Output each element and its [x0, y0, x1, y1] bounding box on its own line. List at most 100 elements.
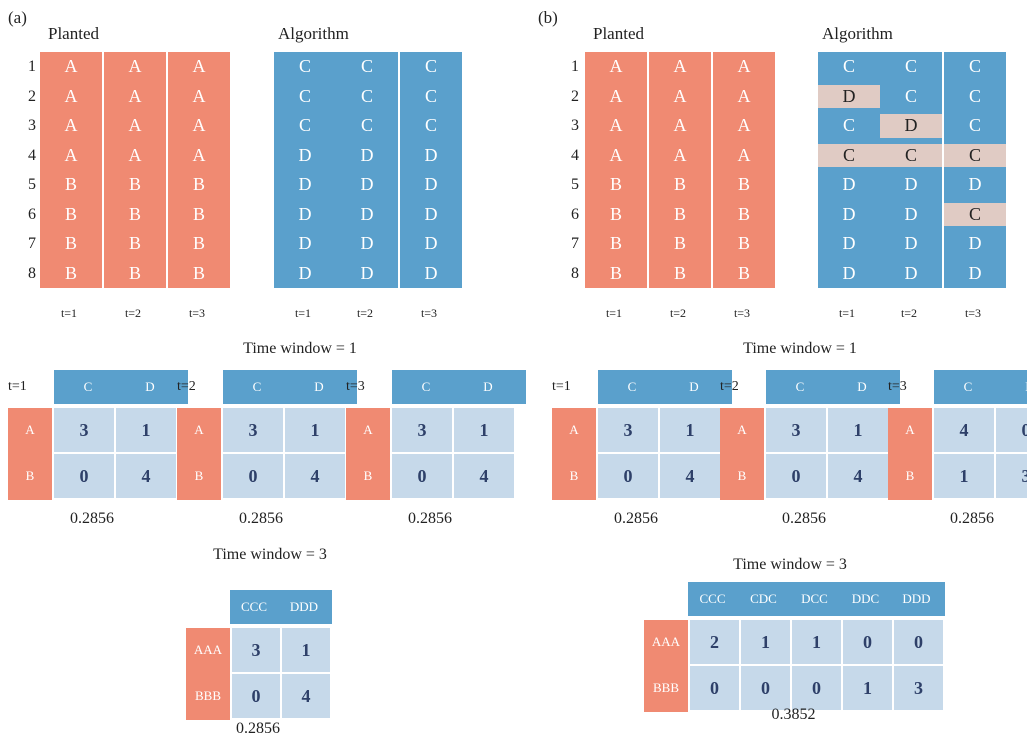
table-cell: 1 — [934, 454, 994, 498]
algorithm-cell: D — [424, 233, 438, 253]
column-label: D — [314, 379, 324, 394]
row-label: A — [905, 422, 915, 437]
planted-cell: A — [673, 85, 687, 106]
algorithm-cell-mismatch: C — [880, 143, 942, 167]
table-cell: 4 — [282, 674, 330, 718]
algorithm-cell-mismatch: D — [818, 84, 880, 108]
table-cell: 4 — [660, 454, 720, 498]
planted-cell: A — [192, 144, 206, 165]
planted-cell: A — [609, 115, 623, 135]
table-cell: 0 — [996, 408, 1027, 452]
planted-cell: A — [192, 56, 206, 76]
table-cell: 3 — [392, 408, 452, 452]
row-number: 4 — [571, 146, 579, 164]
planted-cell: B — [609, 262, 622, 283]
table-cell: 0 — [690, 666, 739, 710]
algorithm-cell: D — [842, 233, 856, 253]
table-cell: 0 — [223, 454, 283, 498]
column-label: CCC — [699, 591, 726, 606]
row-label: A — [194, 422, 204, 437]
table-cell: 3 — [766, 408, 826, 452]
column-label: DCC — [801, 591, 828, 606]
row-number: 5 — [571, 176, 579, 193]
planted-cell: A — [609, 144, 623, 165]
algorithm-cell: D — [904, 233, 918, 253]
algorithm-cell: C — [968, 115, 981, 135]
table-cell: 1 — [285, 408, 345, 452]
planted-cell: A — [737, 144, 751, 165]
algorithm-cell: D — [298, 262, 312, 283]
planted-cell: B — [609, 203, 622, 224]
column-label: C — [252, 379, 262, 394]
table-time-label: t=1 — [8, 379, 27, 394]
planted-cell: A — [192, 115, 206, 135]
algorithm-cell: D — [968, 174, 982, 194]
planted-cell: B — [64, 203, 77, 224]
table-cell: 2 — [690, 620, 739, 664]
row-label: A — [569, 422, 579, 437]
planted-cell: A — [128, 115, 142, 135]
planted-cell: B — [737, 174, 750, 194]
table-time-label: t=3 — [888, 379, 907, 394]
time-label: t=1 — [294, 306, 312, 320]
row-number: 4 — [28, 146, 36, 164]
algorithm-cell: C — [360, 115, 373, 135]
time-label: t=1 — [838, 306, 856, 320]
table-cell: 1 — [843, 666, 892, 710]
table-cell: 1 — [282, 628, 330, 672]
table-time-label: t=2 — [177, 379, 196, 394]
algorithm-cell: D — [360, 203, 374, 224]
algorithm-cell: D — [360, 262, 374, 283]
table-score: 0.2856 — [70, 510, 114, 527]
row-label: B — [363, 468, 373, 483]
algorithm-cell: D — [842, 174, 856, 194]
row-label: BBB — [652, 680, 679, 695]
table-time-label: t=3 — [346, 379, 365, 394]
table-cell: 4 — [116, 454, 176, 498]
table-row-header: AAA BBB — [186, 628, 230, 720]
algorithm-cell: D — [904, 262, 918, 283]
table-row-header: AAA BBB — [644, 620, 688, 712]
row-number: 2 — [28, 87, 36, 105]
planted-cell: B — [609, 174, 622, 194]
column-label: CCC — [240, 599, 267, 614]
column-label: D — [689, 379, 699, 394]
planted-cell: A — [673, 115, 687, 135]
column-label: C — [421, 379, 431, 394]
planted-cell: A — [737, 115, 751, 135]
algorithm-cell: C — [298, 56, 311, 76]
table-cell: 4 — [828, 454, 888, 498]
row-label: A — [363, 422, 373, 437]
table-cell: 3 — [223, 408, 283, 452]
algorithm-cell: D — [360, 144, 374, 165]
algorithm-cell: C — [842, 56, 855, 76]
column-label: D — [145, 379, 155, 394]
column-label: CDC — [750, 591, 777, 606]
table-score: 0.2856 — [950, 510, 994, 527]
table-cell: 3 — [54, 408, 114, 452]
planted-cell: A — [673, 144, 687, 165]
row-number: 3 — [28, 117, 36, 134]
table-cell: 0 — [843, 620, 892, 664]
planted-cell: A — [737, 85, 751, 106]
algorithm-cell: C — [424, 56, 437, 76]
table-cell: 0 — [392, 454, 452, 498]
algorithm-cell: C — [968, 56, 981, 76]
time-window-3-title: Time window = 3 — [213, 546, 327, 563]
algorithm-cell: C — [424, 85, 437, 106]
algorithm-cell: D — [842, 203, 856, 224]
planted-cell: B — [673, 262, 686, 283]
planted-cell: A — [192, 85, 206, 106]
algorithm-cell: C — [360, 85, 373, 106]
table-cell: 0 — [54, 454, 114, 498]
column-label: DDC — [851, 591, 880, 606]
algorithm-cell: D — [904, 203, 918, 224]
table-column-header: CD — [934, 370, 1027, 404]
